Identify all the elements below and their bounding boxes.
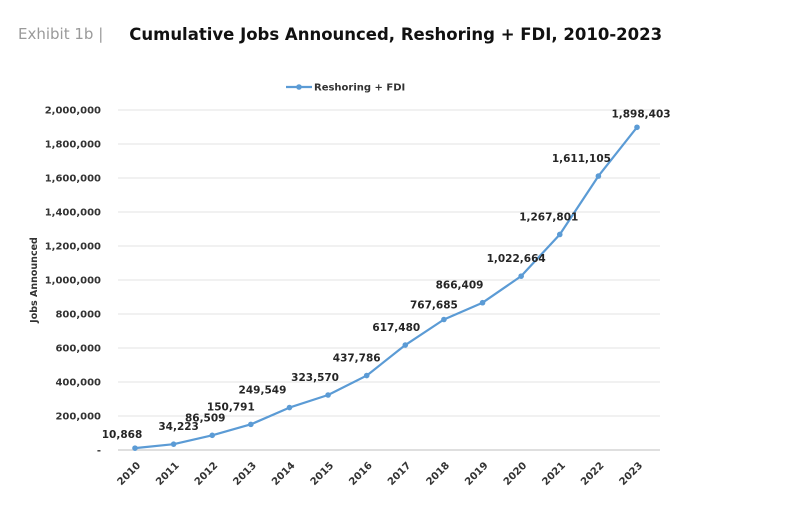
data-label: 1,611,105 [552,153,611,165]
data-label: 866,409 [436,280,484,292]
y-tick-label: - [97,446,101,457]
y-tick-label: 1,600,000 [45,174,101,185]
y-tick-label: 200,000 [55,412,101,423]
x-axis-ticks: 2010 2011 2012 2013 2014 2015 2016 2017 2018 2019… [116,460,645,487]
legend: Reshoring + FDI [286,83,405,94]
y-tick-label: 1,800,000 [45,140,101,151]
legend-label: Reshoring + FDI [314,83,405,94]
exhibit-number: Exhibit 1b | [18,25,104,43]
y-tick-label: 1,200,000 [45,242,101,253]
data-point [556,231,563,238]
data-label: 767,685 [410,299,458,311]
y-tick-label: 1,400,000 [45,208,101,219]
data-point [363,372,370,379]
data-label: 617,480 [372,322,420,334]
y-tick-label: 400,000 [55,378,101,389]
data-point [248,421,254,428]
data-label: 34,223 [158,421,199,433]
data-label: 323,570 [291,372,339,384]
exhibit-header: Exhibit 1b | Cumulative Jobs Announced, … [18,22,662,46]
x-tick-label: 2015 [309,460,336,487]
data-label: 10,868 [102,429,143,441]
y-tick-label: 1,000,000 [45,276,101,287]
data-point [209,432,216,439]
y-axis-label: Jobs Announced [29,237,40,324]
data-point [595,173,602,179]
x-tick-label: 2021 [540,460,567,487]
data-label: 437,786 [333,353,381,365]
data-point [479,299,486,306]
data-label: 249,549 [239,385,287,397]
x-tick-label: 2010 [116,460,143,487]
x-tick-label: 2014 [270,460,297,487]
data-label: 1,267,801 [519,211,578,223]
x-tick-label: 2022 [579,460,606,487]
gridlines [118,109,660,451]
data-point [402,342,409,348]
data-point [634,124,640,131]
x-tick-label: 2018 [425,460,452,487]
data-point [286,404,293,411]
y-tick-label: 800,000 [55,310,101,321]
y-tick-label: 2,000,000 [45,106,101,117]
x-tick-label: 2013 [232,460,259,487]
series-line [134,126,638,450]
x-tick-label: 2017 [386,460,413,487]
data-point [170,441,177,447]
series-reshoring-fdi [132,124,640,451]
x-tick-label: 2011 [154,460,181,487]
data-label: 150,791 [207,401,255,413]
data-label: 1,898,403 [611,108,670,120]
x-tick-label: 2012 [193,460,220,487]
legend-marker-swatch [296,84,302,90]
x-tick-label: 2020 [502,460,529,487]
chart-title: Cumulative Jobs Announced, Reshoring + F… [129,24,663,44]
data-label: 1,022,664 [487,253,546,265]
y-axis-ticks: - 200,000 400,000 600,000 800,000 1,000,000 1,… [45,106,101,457]
y-tick-label: 600,000 [55,344,101,355]
data-point [132,445,138,451]
data-point [325,392,331,398]
data-point [518,273,524,279]
x-tick-label: 2019 [463,460,490,487]
x-tick-label: 2023 [618,460,645,487]
data-label: 86,509 [185,412,226,424]
data-point [441,316,447,323]
x-tick-label: 2016 [347,460,374,487]
